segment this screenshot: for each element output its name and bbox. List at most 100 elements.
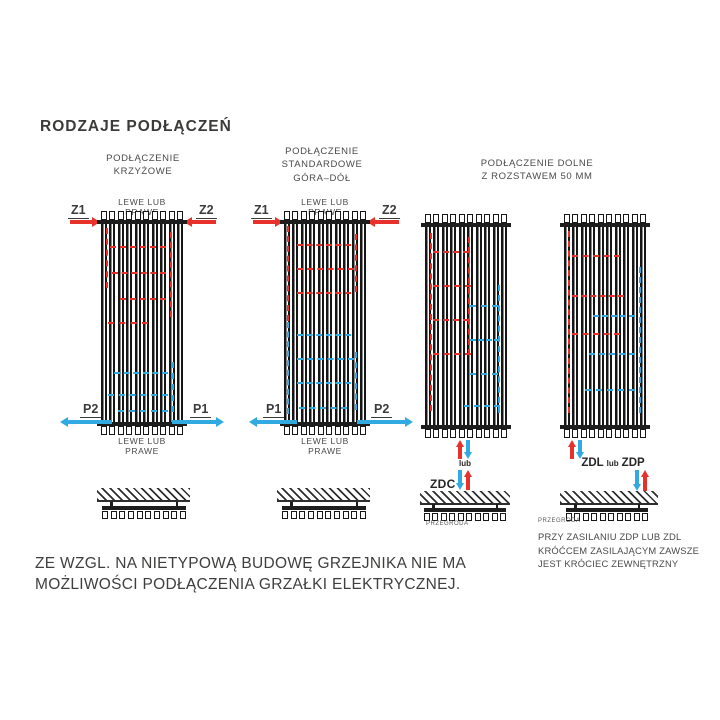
- header-krzyzowe: PODŁĄCZENIE KRZYŻOWE: [83, 152, 203, 179]
- tube-cap: [589, 429, 596, 438]
- tube-cap: [292, 426, 299, 435]
- cross-section-tube: [351, 511, 358, 519]
- cross-section-tube: [179, 511, 186, 519]
- footer-line: MOŻLIWOŚCI PODŁĄCZENIA GRZAŁKI ELEKTRYCZ…: [35, 575, 461, 593]
- tube-cap: [433, 429, 440, 438]
- radiator-tube: [334, 224, 341, 422]
- tube-cap: [168, 211, 175, 220]
- zdl-supply-up-arrow: [570, 447, 574, 459]
- radiator-top-collector: [421, 223, 511, 227]
- cross-section-tube: [290, 511, 297, 519]
- radiator-bottom-caps: [100, 426, 184, 435]
- radiator-tube: [614, 227, 621, 425]
- mount-stub: [175, 501, 178, 507]
- tube-cap: [134, 211, 141, 220]
- tube-cap: [500, 429, 507, 438]
- radiator-tube: [433, 227, 440, 425]
- radiator-standardowe: [280, 211, 370, 435]
- radiator-tube: [284, 224, 290, 422]
- wall-hatch-section: [420, 491, 510, 505]
- tube-cap: [343, 426, 350, 435]
- port-p1-label: P1: [263, 403, 285, 418]
- tube-cap: [623, 214, 630, 223]
- port-p2-label: P2: [80, 403, 102, 418]
- tube-cap: [284, 426, 290, 435]
- tube-cap: [126, 426, 133, 435]
- p1-return-arrow: [172, 420, 216, 424]
- port-p1-label: P1: [190, 403, 212, 418]
- tube-cap: [168, 426, 175, 435]
- tube-cap: [597, 429, 604, 438]
- tube-cap: [326, 211, 333, 220]
- radiator-tube: [484, 227, 491, 425]
- cross-section-tube: [582, 513, 589, 521]
- tube-cap: [109, 211, 116, 220]
- tube-row-cross-section: [424, 503, 506, 521]
- footer-line: ZE WZGL. NA NIETYPOWĄ BUDOWĘ GRZEJNIKA N…: [35, 555, 467, 572]
- tube-cap: [309, 426, 316, 435]
- tube-cap: [500, 214, 507, 223]
- tube-cap: [160, 426, 167, 435]
- radiator-top-caps: [100, 211, 184, 220]
- header-line: KRZYŻOWE: [113, 166, 173, 178]
- cross-section-tube: [491, 513, 498, 521]
- tube-cap: [176, 426, 183, 435]
- radiator-tube: [441, 227, 448, 425]
- tube-cap: [614, 214, 621, 223]
- tube-cap: [151, 426, 158, 435]
- radiator-tubes: [100, 224, 184, 422]
- header-line: PODŁĄCZENIE: [285, 146, 359, 157]
- tube-cap: [623, 429, 630, 438]
- tube-cap: [467, 214, 474, 223]
- cross-section-tube: [136, 511, 143, 519]
- port-z1-label: Z1: [68, 204, 89, 219]
- cross-section-tube: [449, 513, 456, 521]
- tube-cap: [126, 211, 133, 220]
- cross-section-tube: [499, 513, 506, 521]
- port-z2-label: Z2: [379, 204, 400, 219]
- port-p2-label: P2: [371, 403, 393, 418]
- tube-cap: [343, 211, 350, 220]
- tube-cap: [160, 211, 167, 220]
- label-zdc: ZDC: [430, 477, 456, 491]
- radiator-tube: [326, 224, 333, 422]
- radiator-tube: [309, 224, 316, 422]
- tube-cap: [458, 214, 465, 223]
- note-line: PRZY ZASILANIU ZDP LUB ZDL: [538, 531, 682, 542]
- radiator-tube: [134, 224, 141, 422]
- cross-section-tube: [307, 511, 314, 519]
- label-lub: lub: [606, 459, 619, 468]
- zdp-down-arrow: [635, 470, 639, 484]
- tube-cap: [484, 214, 491, 223]
- mount-stub: [637, 503, 640, 509]
- cross-section-tube: [457, 513, 464, 521]
- radiator-tube: [317, 224, 324, 422]
- z1-supply-arrow: [70, 220, 92, 224]
- cross-section-tube: [102, 511, 108, 519]
- header-line: STANDARDOWE: [281, 159, 363, 171]
- radiator-tube: [168, 224, 175, 422]
- radiator-tubes: [283, 224, 367, 422]
- tube-cap: [467, 429, 474, 438]
- label-zdl-lub-zdp: ZDL lub ZDP: [563, 457, 663, 469]
- tube-cap: [492, 214, 499, 223]
- note-line: KRÓĆCEM ZASILAJĄCYM ZAWSZE: [538, 544, 700, 556]
- p2-return-arrow: [357, 420, 405, 424]
- tube-row-cross-section: [282, 501, 366, 519]
- z2-supply-arrow: [192, 220, 216, 224]
- radiator-bottom-collector: [421, 425, 511, 429]
- tube-cap: [117, 426, 124, 435]
- radiator-tube: [564, 227, 570, 425]
- header-line: PODŁĄCZENIE: [106, 153, 180, 164]
- radiator-bottom-caps: [424, 429, 508, 438]
- radiator-tube: [597, 227, 604, 425]
- cross-section-tube: [153, 511, 160, 519]
- mount-stub: [574, 503, 577, 509]
- page-title: RODZAJE PODŁĄCZEŃ: [40, 118, 232, 135]
- cross-section-tube: [127, 511, 134, 519]
- manifold-bar: [282, 506, 366, 510]
- radiator-tube: [351, 224, 358, 422]
- manifold-squares: [102, 511, 186, 519]
- radiator-top-collector: [97, 220, 187, 224]
- cross-section-tube: [440, 513, 447, 521]
